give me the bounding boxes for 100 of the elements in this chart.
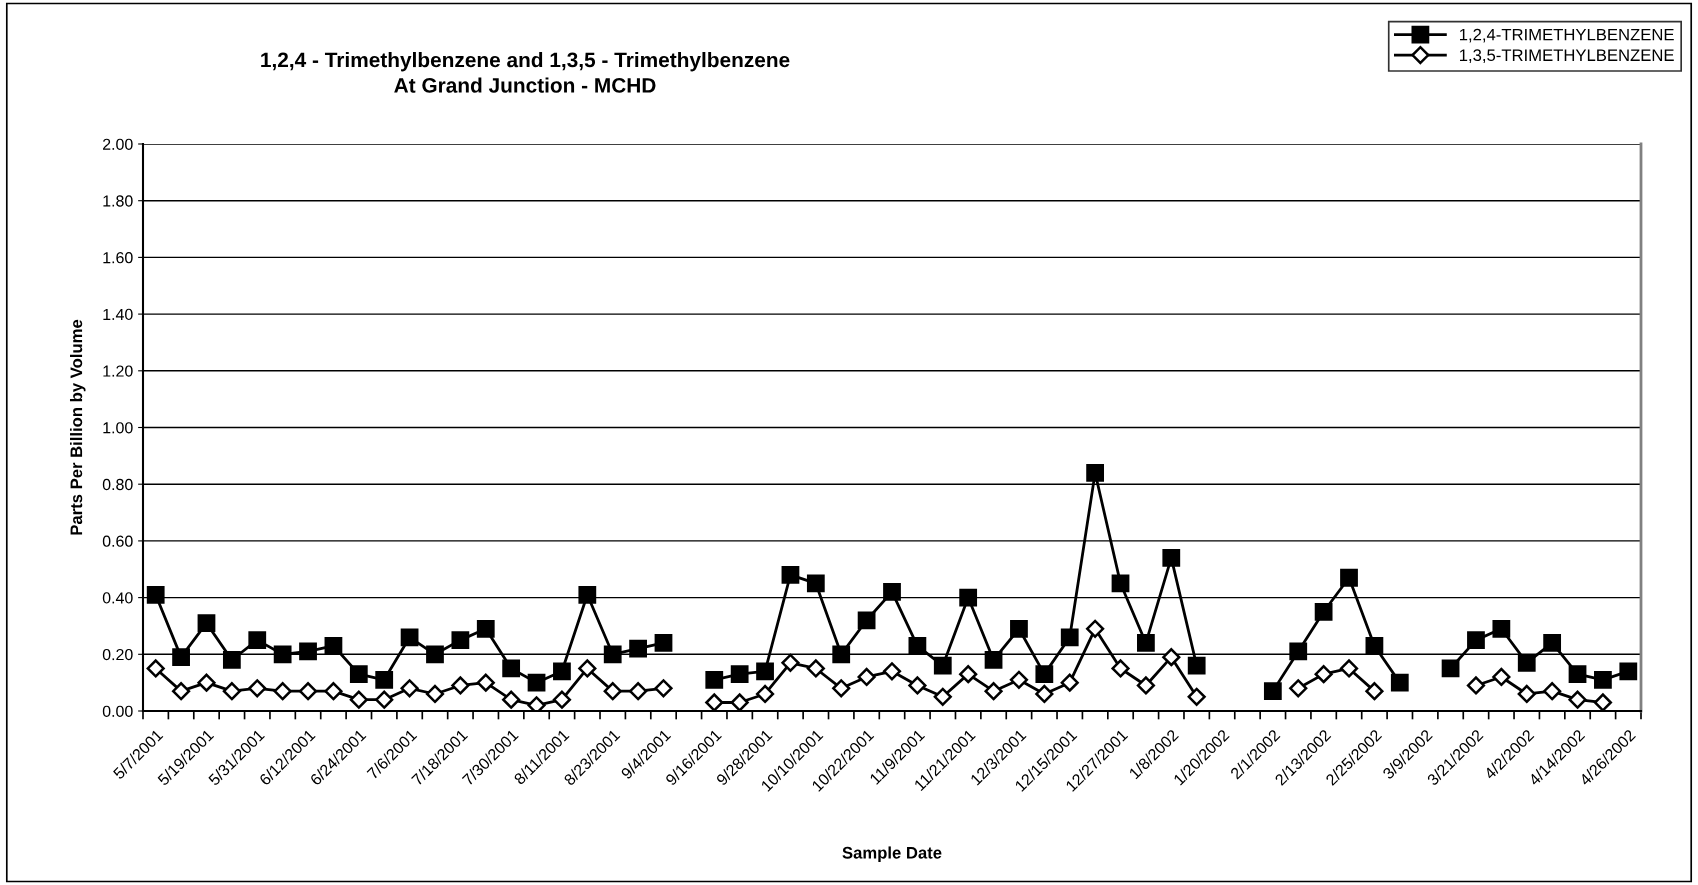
y-tick-label: 1.40 [103,308,133,321]
point [1086,463,1105,482]
point [628,682,648,701]
point [1340,568,1358,587]
point [1137,634,1155,652]
point [1263,682,1282,701]
point [705,693,724,711]
point [222,651,241,669]
point [1060,628,1079,647]
y-tick-label: 1.00 [103,422,133,434]
point [883,583,901,601]
point [172,648,190,667]
point [1187,687,1206,706]
point [1517,653,1536,672]
point [1492,667,1511,687]
point [1466,676,1486,695]
point [553,662,571,681]
point [806,574,825,593]
point [502,659,521,678]
point [1314,602,1333,621]
point [908,676,927,695]
point [248,679,267,698]
y-tick-label: 2.00 [103,138,133,150]
point [273,682,292,701]
point [476,619,495,638]
point [1492,619,1511,638]
legend-label: 1,2,4-TRIMETHYLBENZENE [1460,28,1674,43]
point [984,651,1003,669]
point [1593,693,1613,711]
point [375,670,394,689]
y-tick-label: 0.20 [102,648,133,661]
point [857,611,876,630]
point [629,639,647,658]
point [705,670,724,689]
point [959,588,978,607]
point [984,682,1003,701]
point [171,682,191,701]
point [502,690,521,709]
point [959,665,978,684]
point [222,682,241,701]
point [273,645,292,664]
point [349,690,368,709]
point [476,673,495,692]
point [426,645,444,664]
point [1365,682,1384,701]
point [527,696,546,711]
point [1568,665,1587,684]
y-tick-label: 1.20 [103,365,133,377]
point [1517,684,1536,704]
point [832,645,851,664]
point [552,690,572,709]
point [806,659,825,678]
point [1010,619,1028,638]
y-tick-label: 0.80 [102,478,133,491]
point [781,653,800,672]
y-tick-label: 1.80 [103,195,133,207]
point [882,662,902,681]
y-tick-label: 0.00 [102,705,133,717]
point [451,676,470,695]
point [603,645,622,664]
point [425,684,445,704]
point [146,659,165,678]
point [603,682,622,701]
point [451,631,470,650]
point [1035,684,1054,704]
point [578,659,597,678]
point [146,585,165,604]
x-axis-title: Sample Date [842,846,942,862]
point [324,636,343,655]
point [908,636,927,655]
point [349,665,368,684]
point [324,682,343,701]
y-tick-label: 1.60 [103,252,133,264]
point [197,614,216,632]
point [1111,574,1130,593]
y-tick-label: 0.60 [102,535,133,547]
point [1441,659,1460,678]
point [400,679,419,698]
chart-title: 1,2,4 - Trimethylbenzene and 1,3,5 - Trimethylbenzene At Grand Junction - MCHD [261,52,790,93]
point [299,642,317,661]
point [197,673,216,692]
point [933,656,952,675]
point [400,628,419,647]
point [527,673,546,692]
point [1568,690,1587,709]
point [1111,659,1130,678]
point [730,693,749,711]
point [755,684,775,704]
point [756,662,774,681]
point [1136,676,1156,695]
point [1594,670,1612,689]
point [1162,549,1181,567]
point [298,682,318,701]
point [654,679,673,698]
point [1467,631,1485,650]
point [1289,679,1308,698]
point [375,690,394,709]
point [1390,673,1409,692]
point [1365,636,1384,655]
point [1086,619,1105,638]
